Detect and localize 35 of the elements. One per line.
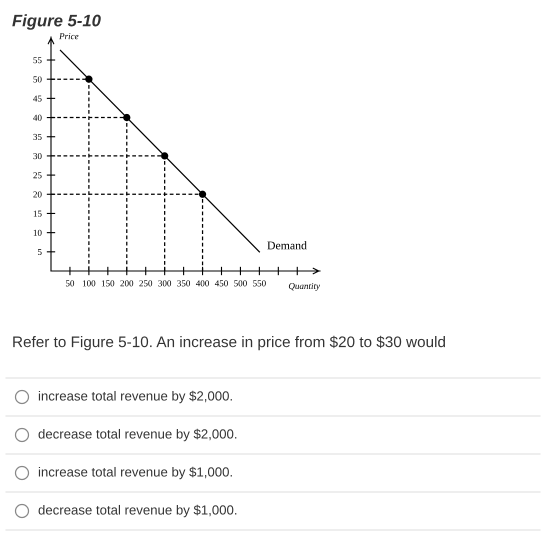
y-tick-label: 55 [33,57,42,64]
y-tick-label: 25 [33,172,42,178]
x-tick-label: 500 [234,280,247,286]
x-tick-label: 50 [66,280,74,286]
text: decrease total revenue by $2,000. [38,428,236,442]
text: increase total revenue by $1,000. [38,466,232,480]
x-tick-label: 200 [120,280,134,286]
y-tick-label: 5 [38,249,42,256]
series-label: Demand [267,241,307,250]
x-tick-label: 450 [214,280,228,286]
y-axis-title: Price [59,33,78,40]
text: Refer to Figure 5-10. An increase in price from $20 to $30 would [13,336,445,350]
x-axis-title: Quantity [288,282,320,291]
text: increase total revenue by $2,000. [38,390,232,404]
text: decrease total revenue by $1,000. [38,504,236,518]
y-tick-label: 40 [33,114,42,121]
x-tick-label: 100 [82,280,96,286]
x-tick-label: 400 [196,280,209,286]
x-tick-label: 150 [102,280,114,286]
x-tick-label: 300 [158,280,172,286]
y-tick-label: 10 [34,230,42,236]
y-tick-label: 20 [33,191,42,198]
x-tick-label: 250 [139,280,152,286]
y-tick-label: 30 [33,153,42,160]
y-tick-label: 15 [34,210,42,217]
y-tick-label: 35 [33,134,42,140]
point [85,76,93,83]
point [123,114,130,122]
x-tick-label: 550 [253,280,266,286]
point [198,190,206,198]
point [161,152,168,160]
y-tick-label: 45 [33,96,42,102]
x-tick-label: 350 [177,280,190,286]
chart-title: Figure 5-10 [12,14,101,30]
y-tick-label: 50 [33,76,42,82]
